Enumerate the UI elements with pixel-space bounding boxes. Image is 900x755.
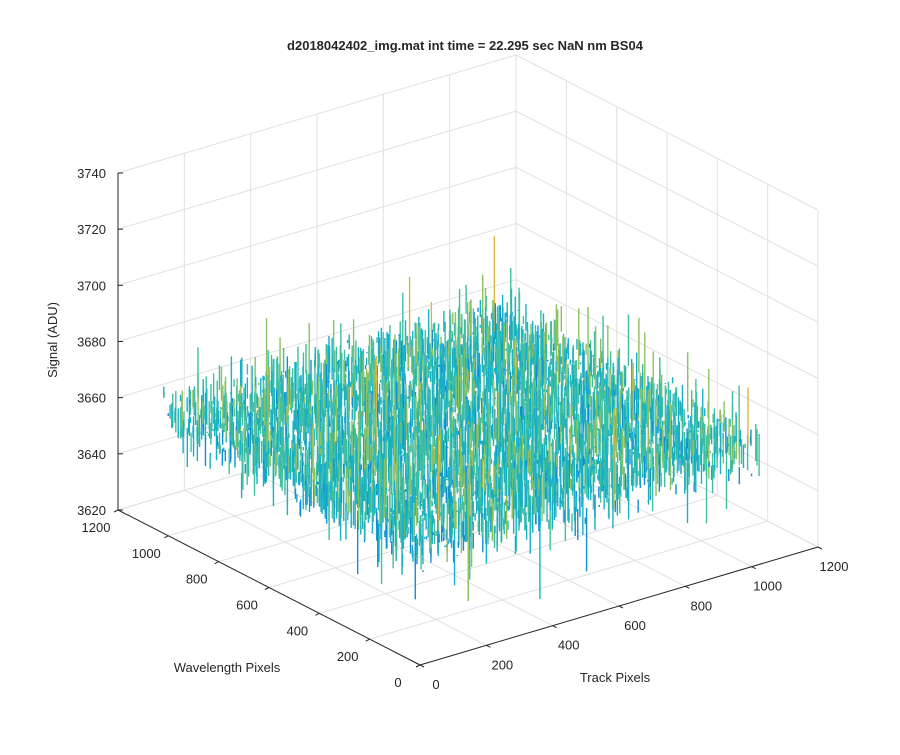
x-tick-label: 1000 xyxy=(753,579,782,594)
y-tick-mark xyxy=(113,509,119,513)
y-tick-mark xyxy=(264,587,270,590)
y-tick-label: 0 xyxy=(394,675,401,690)
grid-line-z-right xyxy=(515,279,819,436)
x-tick-mark xyxy=(419,664,425,668)
x-tick-mark xyxy=(618,605,624,609)
y-tick-label: 1000 xyxy=(132,546,161,561)
grid-line-z-right xyxy=(515,391,819,548)
y-tick-mark xyxy=(365,638,370,642)
grid-line-z-right xyxy=(515,54,819,211)
grid-line-z-back xyxy=(117,110,517,230)
y-axis-title: Wavelength Pixels xyxy=(174,660,281,675)
grid-line-z-back xyxy=(117,166,517,286)
z-tick-label: 3640 xyxy=(77,447,106,462)
surface-data xyxy=(163,236,760,602)
grid-line-z-back xyxy=(117,223,517,342)
z-tick-label: 3680 xyxy=(77,335,106,350)
y-tick-label: 400 xyxy=(286,623,308,638)
y-tick-mark xyxy=(214,561,219,565)
x-tick-label: 800 xyxy=(690,598,712,613)
y-tick-label: 1200 xyxy=(82,520,111,535)
y-tick-label: 800 xyxy=(186,572,208,587)
x-tick-mark xyxy=(486,644,491,648)
grid-line-z-back xyxy=(117,279,517,399)
y-tick-mark xyxy=(415,664,421,668)
z-tick-label: 3620 xyxy=(77,503,106,518)
tick-labels: 0 200 400 600 800 1000 1200 0 200 400 600 800 1000 12… xyxy=(77,166,848,692)
x-tick-label: 1200 xyxy=(820,559,849,574)
grid-line-y-floor xyxy=(319,494,718,614)
x-tick-mark xyxy=(751,566,756,570)
grid-line-z-right xyxy=(515,166,819,323)
y-tick-mark xyxy=(315,612,320,616)
y-tick-label: 600 xyxy=(236,598,258,613)
z-tick-label: 3720 xyxy=(77,222,106,237)
z-tick-label: 3740 xyxy=(77,166,106,181)
x-tick-mark xyxy=(552,625,557,629)
x-tick-mark xyxy=(817,546,823,550)
x-tick-label: 0 xyxy=(432,677,439,692)
x-tick-label: 600 xyxy=(624,618,646,633)
z-tick-label: 3700 xyxy=(77,278,106,293)
z-tick-label: 3660 xyxy=(77,391,106,406)
chart-title: d2018042402_img.mat int time = 22.295 se… xyxy=(287,38,644,53)
y-tick-mark xyxy=(164,535,169,539)
grid-line-y-floor xyxy=(369,520,768,640)
x-tick-label: 200 xyxy=(491,657,513,672)
y-tick-label: 200 xyxy=(337,649,359,664)
z-axis-title: Signal (ADU) xyxy=(45,302,60,378)
x-tick-label: 400 xyxy=(558,638,580,653)
grid-line-z-right xyxy=(515,110,819,267)
grid-line-z-back xyxy=(117,54,517,174)
x-tick-mark xyxy=(685,585,690,589)
axes-lines xyxy=(113,172,823,668)
x-axis-title: Track Pixels xyxy=(580,670,651,685)
grid-line-z-right xyxy=(515,223,819,379)
